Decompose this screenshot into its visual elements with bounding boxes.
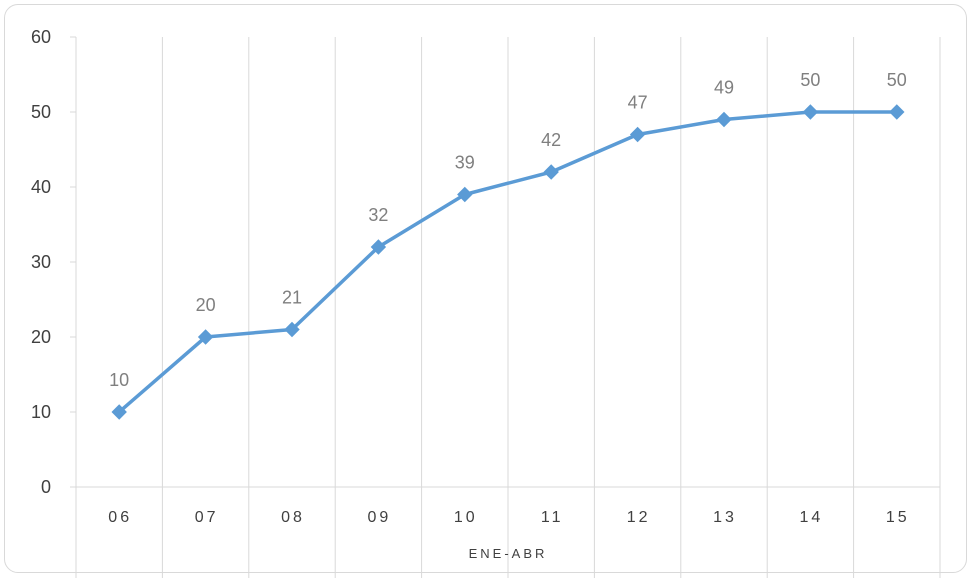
x-tick-label: 15 (886, 509, 910, 526)
data-point-marker (629, 126, 646, 143)
x-tick-label: 11 (541, 509, 564, 526)
x-tick-label: 09 (368, 509, 392, 526)
data-point-marker (111, 404, 127, 420)
data-label: 39 (455, 153, 475, 173)
x-tick-label: 07 (195, 509, 219, 526)
x-tick-label: 12 (627, 509, 651, 526)
data-label: 20 (196, 295, 216, 315)
x-tick-label: 13 (713, 509, 737, 526)
x-tick-label: 08 (281, 509, 305, 526)
series-line (118, 110, 897, 414)
y-tick-label: 50 (31, 102, 51, 122)
y-axis-ticks: 0 10 20 30 40 50 60 (31, 27, 51, 497)
x-axis-ticks: 06 07 08 09 10 11 12 13 14 15 (108, 509, 910, 526)
data-label: 32 (368, 205, 388, 225)
y-tick-label: 60 (31, 27, 51, 47)
data-label: 42 (541, 130, 561, 150)
series-markers (111, 104, 905, 420)
data-label: 49 (714, 78, 734, 98)
y-tick-label: 10 (31, 402, 51, 422)
x-tick-label: 14 (800, 509, 824, 526)
y-tick-label: 0 (41, 477, 51, 497)
data-label: 47 (628, 93, 648, 113)
data-point-marker (370, 239, 387, 255)
x-tick-label: 10 (454, 509, 478, 526)
y-tick-label: 30 (31, 252, 51, 272)
chart-frame (4, 4, 967, 573)
data-label: 50 (887, 70, 907, 90)
data-labels: 10 20 21 32 39 42 47 49 50 50 (109, 70, 907, 390)
x-axis-title: ENE-ABR (469, 546, 548, 561)
data-point-marker (457, 186, 473, 203)
data-label: 21 (282, 288, 302, 308)
data-point-marker (802, 104, 819, 120)
y-tick-label: 40 (31, 177, 51, 197)
data-point-marker (716, 111, 732, 128)
data-label: 10 (109, 370, 129, 390)
data-point-marker (284, 321, 300, 338)
data-point-marker (197, 329, 214, 345)
data-label: 50 (800, 70, 820, 90)
data-point-marker (889, 104, 905, 120)
gridlines (70, 36, 941, 578)
y-tick-label: 20 (31, 327, 51, 347)
x-tick-label: 06 (108, 509, 132, 526)
data-point-marker (543, 164, 559, 180)
